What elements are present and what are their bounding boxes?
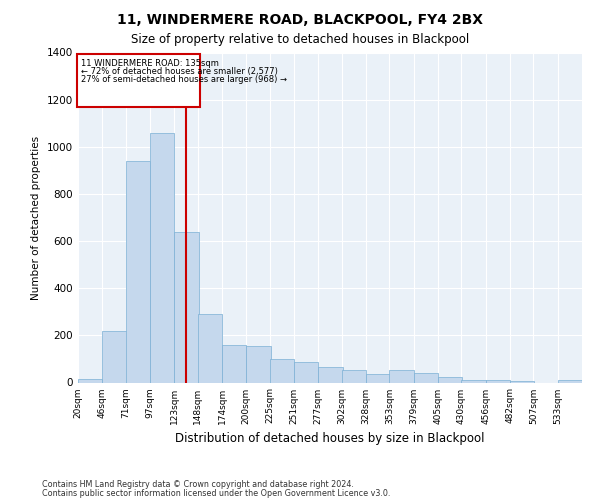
Y-axis label: Number of detached properties: Number of detached properties xyxy=(31,136,41,300)
Text: 27% of semi-detached houses are larger (968) →: 27% of semi-detached houses are larger (… xyxy=(81,75,287,84)
Bar xyxy=(294,362,319,382)
Bar xyxy=(557,380,582,382)
Bar xyxy=(485,380,510,382)
Bar xyxy=(77,54,200,106)
Bar xyxy=(438,376,463,382)
Bar xyxy=(366,374,391,382)
Bar xyxy=(150,132,175,382)
Bar xyxy=(222,345,247,383)
Bar xyxy=(413,373,438,382)
Bar xyxy=(461,380,485,382)
Bar xyxy=(103,330,127,382)
Bar xyxy=(247,346,271,383)
X-axis label: Distribution of detached houses by size in Blackpool: Distribution of detached houses by size … xyxy=(175,432,485,445)
Text: 11, WINDERMERE ROAD, BLACKPOOL, FY4 2BX: 11, WINDERMERE ROAD, BLACKPOOL, FY4 2BX xyxy=(117,12,483,26)
Text: Contains HM Land Registry data © Crown copyright and database right 2024.: Contains HM Land Registry data © Crown c… xyxy=(42,480,354,489)
Bar xyxy=(389,370,413,382)
Bar xyxy=(197,314,222,382)
Bar xyxy=(319,367,343,382)
Text: Size of property relative to detached houses in Blackpool: Size of property relative to detached ho… xyxy=(131,32,469,46)
Text: Contains public sector information licensed under the Open Government Licence v3: Contains public sector information licen… xyxy=(42,488,391,498)
Bar xyxy=(78,379,103,382)
Bar xyxy=(341,370,366,382)
Text: ← 72% of detached houses are smaller (2,577): ← 72% of detached houses are smaller (2,… xyxy=(81,68,278,76)
Bar xyxy=(269,359,294,382)
Bar xyxy=(125,161,150,382)
Bar xyxy=(175,232,199,382)
Text: 11 WINDERMERE ROAD: 135sqm: 11 WINDERMERE ROAD: 135sqm xyxy=(81,59,218,68)
